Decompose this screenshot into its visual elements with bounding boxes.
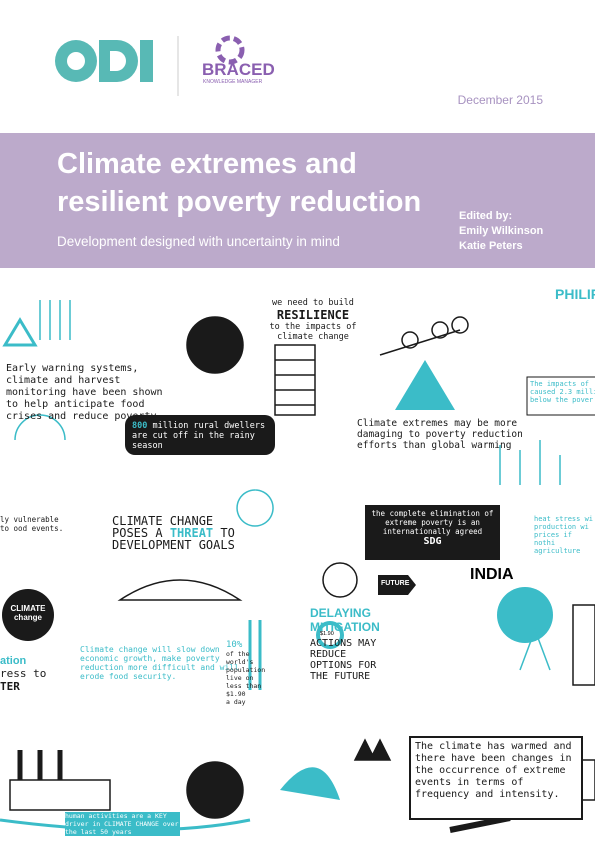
text: the complete elimination of extreme pove… [371, 509, 494, 536]
vulnerable: ly vulnerable to ood events. [0, 515, 64, 533]
text: DEVELOPMENT GOALS [112, 538, 235, 552]
text: RESILIENCE [276, 308, 350, 322]
text: 800 [132, 421, 148, 431]
title-line: resilient poverty reduction [57, 186, 422, 218]
editors: Edited by: Emily Wilkinson Katie Peters [459, 209, 543, 254]
text: SDG [423, 536, 442, 547]
rural-box [125, 415, 275, 455]
braced-emblem [215, 35, 245, 65]
text: we need to build [272, 298, 354, 308]
text: POSES A [112, 526, 163, 540]
text: $1.90 [226, 690, 246, 698]
impacts: The impacts of caused 2.3 milli below th… [530, 380, 595, 404]
warmed-box [409, 736, 583, 820]
delaying: DELAYING MITIGATION [310, 606, 380, 634]
text: DELAYING [310, 606, 371, 620]
heat: heat stress wi production wi prices if n… [534, 515, 594, 555]
rural: 800 million rural dwellers are cut off i… [132, 421, 270, 451]
text: million rural dwellers are cut off in th… [132, 421, 266, 451]
left-cut: TER [0, 680, 20, 693]
odi-logo [55, 40, 153, 82]
left-cut: ress to [0, 667, 47, 680]
subtitle: Development designed with uncertainty in… [57, 234, 340, 249]
title-line: Climate extremes and [57, 148, 357, 180]
text: CLIMATE [10, 604, 46, 613]
human: human activities are a KEY driver in CLI… [65, 812, 180, 836]
sdg-box [365, 505, 500, 560]
text: POSES A THREAT TO [112, 527, 235, 539]
climate-badge-text: CLIMATE change [6, 604, 50, 622]
slowdown: Climate change will slow down economic g… [80, 645, 239, 681]
coin: $1.90 [320, 631, 334, 637]
extremes: Climate extremes may be more damaging to… [357, 418, 523, 451]
population: 10% of the world's population live on le… [226, 640, 266, 706]
text: CLIMATE CHANGE [112, 514, 214, 528]
climate-badge [2, 589, 54, 641]
text: MITIGATION [310, 620, 380, 634]
text: change [13, 613, 42, 622]
threat: CLIMATE CHANGE POSES A THREAT TO DEVELOP… [112, 515, 235, 551]
future: FUTURE [381, 580, 410, 587]
text: THREAT [169, 526, 214, 540]
early-warning: Early warning systems, climate and harve… [6, 363, 163, 422]
impacts-box [526, 376, 595, 416]
title-band [0, 133, 595, 268]
sdg: the complete elimination of extreme pove… [369, 509, 496, 547]
text: TO [220, 526, 235, 540]
left-cut: ation [0, 655, 27, 667]
partner-logo: BRACED [202, 60, 275, 79]
philippines: PHILIP [555, 286, 595, 302]
resilience: we need to build RESILIENCE to the impac… [268, 298, 358, 342]
text: of the world's population live on less t… [226, 650, 266, 690]
partner-subtitle: KNOWLEDGE MANAGER [203, 79, 263, 85]
edited-by: Edited by: [459, 210, 513, 222]
text: 10% [226, 640, 243, 650]
warmed: The climate has warmed and there have be… [415, 741, 572, 800]
india: INDIA [470, 566, 514, 583]
title: Climate extremes and resilient poverty r… [57, 145, 421, 221]
text: a day [226, 698, 246, 706]
drawings [0, 300, 595, 833]
editor: Emily Wilkinson [459, 225, 544, 237]
future-arrow [378, 575, 416, 595]
actions: ACTIONS MAY REDUCE OPTIONS FOR THE FUTUR… [310, 638, 377, 682]
date: December 2015 [457, 93, 543, 107]
editor: Katie Peters [459, 240, 523, 252]
text: to the impacts of climate change [269, 322, 357, 342]
